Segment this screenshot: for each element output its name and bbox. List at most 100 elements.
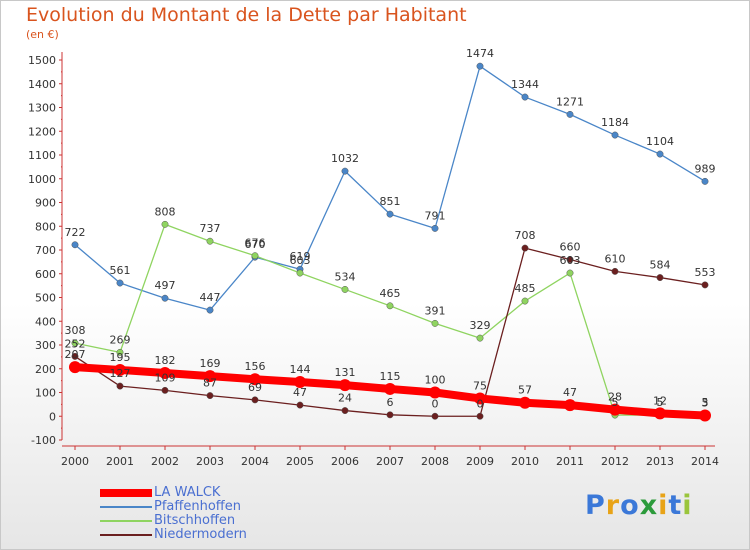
data-label: 252	[65, 337, 86, 350]
data-point	[116, 382, 124, 390]
x-tick-label: 2012	[601, 455, 629, 468]
y-tick-label: 400	[35, 315, 56, 328]
y-tick-label: 0	[49, 410, 56, 423]
legend-swatch	[100, 520, 152, 522]
data-point	[701, 177, 709, 185]
data-label: 5	[657, 396, 664, 409]
x-tick-label: 2010	[511, 455, 539, 468]
data-label: 329	[470, 319, 491, 332]
data-point	[431, 412, 439, 420]
data-point	[71, 339, 79, 347]
data-point	[386, 302, 394, 310]
x-tick-label: 2003	[196, 455, 224, 468]
data-point	[566, 110, 574, 118]
y-tick-label: 900	[35, 197, 56, 210]
data-point	[656, 274, 664, 281]
x-tick-label: 2006	[331, 455, 359, 468]
legend-swatch	[100, 534, 152, 536]
data-point	[341, 167, 349, 175]
data-point	[71, 241, 79, 249]
y-tick-label: 800	[35, 220, 56, 233]
data-label: 47	[563, 386, 577, 399]
data-label: 670	[245, 238, 266, 251]
data-label: 619	[290, 250, 311, 263]
data-point	[429, 386, 441, 399]
data-point	[654, 407, 666, 420]
data-point	[161, 386, 169, 394]
legend: LA WALCK Pfaffenhoffen Bitschhoffen Niederm…	[100, 486, 247, 542]
data-label: 269	[110, 333, 131, 346]
y-tick-label: 300	[35, 339, 56, 352]
data-label: 447	[200, 291, 221, 304]
data-label: 207	[65, 348, 86, 361]
data-label: 5	[612, 396, 619, 409]
data-point	[159, 367, 171, 380]
chart-title: Evolution du Montant de la Dette par Hab…	[26, 4, 467, 26]
data-label: 131	[335, 366, 356, 379]
data-label: 308	[65, 324, 86, 337]
data-point	[476, 334, 484, 342]
data-label: 69	[248, 381, 262, 394]
y-tick-label: 600	[35, 268, 56, 281]
x-tick-label: 2009	[466, 455, 494, 468]
data-label: 195	[110, 351, 131, 364]
y-tick-label: -100	[31, 434, 56, 447]
data-label: 497	[155, 279, 176, 292]
x-tick-label: 2008	[421, 455, 449, 468]
data-label: 109	[155, 371, 176, 384]
data-label: 1474	[466, 47, 494, 60]
data-point	[251, 396, 259, 404]
data-point	[206, 306, 214, 314]
legend-item: Niedermodern	[100, 528, 247, 542]
data-label: 465	[380, 287, 401, 300]
data-point	[521, 297, 529, 305]
data-label: 660	[560, 241, 581, 254]
data-label: 47	[293, 386, 307, 399]
data-label: 1344	[511, 78, 539, 91]
data-point	[656, 150, 664, 158]
y-tick-label: 1500	[28, 54, 56, 67]
data-label: 1271	[556, 95, 584, 108]
legend-label: Bitschhoffen	[154, 513, 236, 528]
y-tick-label: 1400	[28, 78, 56, 91]
data-point	[476, 412, 484, 420]
data-point	[611, 267, 619, 275]
data-label: 603	[560, 254, 581, 267]
data-point	[341, 407, 349, 414]
data-label: 1032	[331, 152, 359, 165]
data-label: 989	[695, 162, 716, 175]
data-point	[699, 409, 711, 422]
data-point	[431, 224, 439, 232]
y-tick-label: 200	[35, 363, 56, 376]
legend-item: Pfaffenhoffen	[100, 500, 247, 514]
x-tick-label: 2002	[151, 455, 179, 468]
data-label: 0	[432, 397, 439, 410]
x-tick-label: 2004	[241, 455, 269, 468]
x-tick-label: 2001	[106, 455, 134, 468]
data-point	[206, 392, 214, 400]
legend-item: LA WALCK	[100, 486, 247, 500]
data-label: 144	[290, 363, 311, 376]
data-label: 1184	[601, 116, 629, 129]
data-point	[386, 411, 394, 419]
data-point	[116, 279, 124, 287]
data-label: 851	[380, 195, 401, 208]
legend-label: LA WALCK	[154, 485, 221, 500]
data-label: 5	[702, 396, 709, 409]
series-layer	[69, 62, 711, 422]
data-label: 603	[290, 254, 311, 267]
data-point	[206, 237, 214, 245]
data-label: 391	[425, 304, 446, 317]
legend-label: Pfaffenhoffen	[154, 499, 241, 514]
data-point	[564, 399, 576, 412]
data-label: 156	[245, 360, 266, 373]
data-label: 561	[110, 264, 131, 277]
data-point	[609, 403, 621, 416]
x-tick-label: 2014	[691, 455, 719, 468]
data-label: 100	[425, 374, 446, 387]
data-label: 24	[338, 392, 352, 405]
y-tick-label: 1200	[28, 125, 56, 138]
data-point	[116, 348, 124, 356]
data-point	[476, 62, 484, 70]
data-point	[431, 319, 439, 327]
